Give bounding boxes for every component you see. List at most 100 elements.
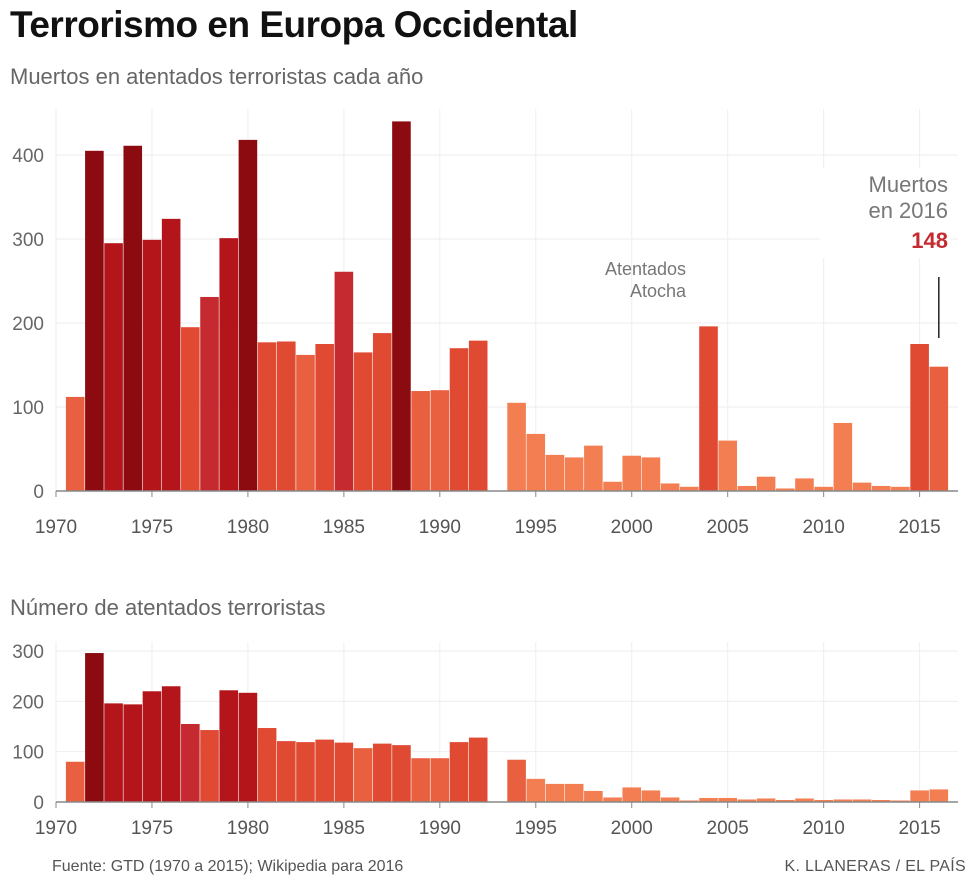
bar-1982: [277, 341, 296, 491]
bar-1988: [392, 121, 411, 492]
x-tick-label: 1975: [131, 517, 173, 538]
bar-2004: [699, 797, 718, 802]
bar-2015: [910, 344, 929, 491]
bar-2011: [833, 799, 853, 802]
bar-1998: [584, 445, 603, 491]
bar-2003: [680, 486, 699, 491]
bar-1980: [238, 692, 258, 802]
bar-1971: [65, 396, 85, 491]
bar-1981: [257, 342, 277, 491]
x-tick-label: 1995: [515, 517, 557, 538]
bar-2001: [641, 790, 661, 802]
bar-2005: [718, 440, 737, 491]
attacks-chart: 0 100 200 300 1970 1975 1980 1985 1990 1995 2000 20…: [12, 642, 958, 839]
x-tick-label: 1985: [323, 517, 365, 538]
x-tick-label: 2015: [898, 517, 940, 538]
y-tick-label: 100: [12, 743, 44, 764]
bar-2006: [737, 485, 757, 491]
bar-2016: [929, 789, 949, 802]
bar-2004: [699, 326, 718, 491]
x-tick-label: 2000: [611, 818, 653, 839]
callout-label-line1: Muertos: [868, 172, 948, 197]
bar-1983: [296, 742, 315, 802]
bar-1989: [411, 758, 430, 802]
bar-1984: [315, 739, 334, 802]
bar-1999: [603, 797, 622, 802]
bar-1972: [85, 653, 104, 802]
bar-2003: [680, 800, 699, 802]
callout-2016: Muertos en 2016 148: [820, 168, 950, 258]
chart-subtitle-attacks: Número de atentados terroristas: [10, 595, 326, 620]
bar-1986: [353, 352, 373, 491]
credit-note: K. LLANERAS / EL PAÍS: [784, 858, 966, 875]
bar-1998: [584, 790, 603, 802]
x-tick-label: 1980: [227, 517, 269, 538]
bar-1978: [200, 730, 219, 802]
bar-2014: [891, 486, 910, 491]
y-tick-label: 300: [12, 642, 44, 663]
bar-1985: [334, 742, 354, 802]
bar-2010: [814, 799, 833, 802]
y-tick-label: 200: [12, 314, 44, 335]
bar-1977: [181, 327, 200, 491]
bar-1975: [142, 239, 162, 491]
bar-1997: [564, 783, 584, 802]
bar-1991: [449, 742, 469, 802]
bar-1973: [104, 243, 123, 491]
y-tick-label: 200: [12, 692, 44, 713]
bar-2007: [756, 476, 776, 491]
bar-1999: [603, 481, 622, 491]
bar-2001: [641, 457, 661, 491]
bar-2015: [910, 790, 929, 802]
x-tick-label: 2000: [611, 517, 653, 538]
bar-1984: [315, 344, 334, 491]
bar-1992: [468, 340, 488, 491]
bar-1991: [449, 348, 469, 491]
bar-1996: [545, 454, 565, 491]
bar-1996: [545, 783, 565, 802]
bar-1997: [564, 457, 584, 491]
bar-1983: [296, 354, 315, 491]
bar-2012: [852, 799, 872, 802]
bar-1990: [430, 390, 450, 491]
x-tick-label: 2005: [707, 517, 749, 538]
bar-2008: [775, 799, 795, 802]
bar-2010: [814, 486, 833, 491]
bar-1982: [277, 741, 296, 802]
bar-2009: [795, 798, 814, 802]
bar-2006: [737, 799, 757, 802]
bar-1973: [104, 703, 123, 802]
x-tick-label: 2005: [707, 818, 749, 839]
bar-1979: [219, 690, 239, 802]
y-tick-label: 0: [33, 793, 44, 814]
x-tick-label: 1970: [35, 517, 77, 538]
bar-2002: [660, 797, 680, 802]
y-tick-label: 100: [12, 398, 44, 419]
bar-1980: [238, 139, 258, 491]
bar-2008: [775, 488, 795, 491]
bar-1979: [219, 238, 239, 491]
x-tick-label: 2015: [898, 818, 940, 839]
bar-2012: [852, 482, 872, 491]
annotation-atocha: Atentados Atocha: [560, 258, 686, 302]
bar-1995: [526, 433, 546, 491]
bar-1985: [334, 271, 354, 491]
bar-1989: [411, 391, 430, 491]
bar-1978: [200, 296, 219, 491]
bar-2005: [718, 797, 737, 802]
deaths-chart: 0 100 200 300 400 1970 1975 1980 1985 1990 1995 200…: [12, 109, 958, 538]
bar-1976: [161, 686, 181, 802]
source-note: Fuente: GTD (1970 a 2015); Wikipedia par…: [52, 858, 404, 875]
callout-label-line2: en 2016: [868, 198, 948, 223]
bar-2013: [871, 799, 891, 802]
x-tick-label: 1990: [419, 818, 461, 839]
x-tick-label: 1975: [131, 818, 173, 839]
bar-1995: [526, 778, 546, 802]
bar-1994: [507, 759, 526, 802]
x-tick-label: 1970: [35, 818, 77, 839]
x-tick-label: 1985: [323, 818, 365, 839]
bar-2016: [929, 366, 949, 491]
bar-2014: [891, 800, 910, 802]
bar-1976: [161, 218, 181, 491]
callout-value: 148: [911, 228, 948, 253]
